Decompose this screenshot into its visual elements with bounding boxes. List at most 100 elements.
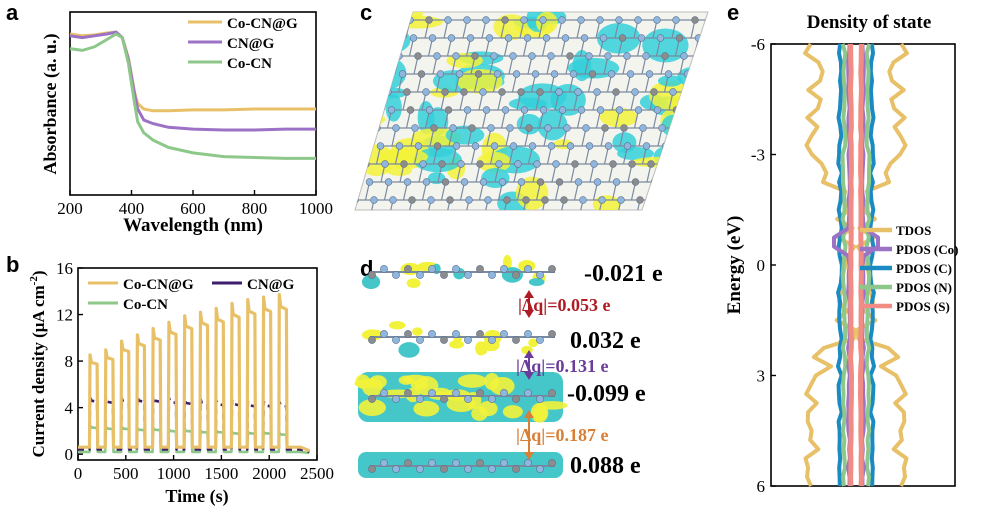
panel-b-ytick-label: 4 xyxy=(65,399,74,418)
atom xyxy=(582,124,590,132)
panel-a-legend: Co-CN@G CN@G Co-CN xyxy=(188,16,298,72)
charge-isosurface-blob xyxy=(355,77,374,91)
panel-b-ytick-label: 12 xyxy=(56,306,73,325)
atom xyxy=(596,106,605,114)
panel-b-xtick-label: 1000 xyxy=(157,464,191,483)
atom xyxy=(503,196,511,204)
atom xyxy=(468,124,476,132)
atom xyxy=(460,178,469,186)
charge-isosurface-blob xyxy=(388,321,406,330)
atom xyxy=(524,330,532,338)
atom xyxy=(580,34,589,42)
atom xyxy=(457,160,465,168)
atom xyxy=(384,88,392,96)
atom xyxy=(653,106,662,114)
atom xyxy=(479,88,487,96)
panel-b-frame xyxy=(77,267,318,461)
atom xyxy=(539,16,547,24)
charge-isosurface-blob xyxy=(657,75,683,87)
layer-2-charge: 0.032 e xyxy=(570,328,641,354)
panel-b-xlabel: Time (s) xyxy=(165,486,228,507)
atom xyxy=(555,88,563,96)
atom xyxy=(517,178,526,186)
atom xyxy=(471,142,480,150)
atom xyxy=(694,34,703,42)
atom xyxy=(552,160,560,168)
panel-e-legend-label: PDOS (Co) xyxy=(896,242,958,257)
atom xyxy=(500,330,508,338)
atom xyxy=(634,16,642,24)
atom xyxy=(615,16,623,24)
panel-a-ylabel: Absorbance (a. u.) xyxy=(40,33,61,174)
atom xyxy=(588,70,597,78)
charge-isosurface-blob xyxy=(536,12,558,34)
dos-curve-right-3 xyxy=(864,43,872,487)
panel-b-legend: Co-CN@G CN@G Co-CN xyxy=(88,277,295,313)
atom xyxy=(548,265,556,273)
atom xyxy=(464,395,472,403)
dos-curve-left-3 xyxy=(840,43,848,487)
atom xyxy=(463,106,472,114)
atom xyxy=(408,196,416,204)
charge-isosurface-blob xyxy=(476,151,511,173)
atom xyxy=(574,178,583,186)
atom xyxy=(512,271,520,279)
panel-b-xtick-label: 500 xyxy=(113,464,139,483)
atom xyxy=(476,330,484,338)
atom xyxy=(490,52,498,60)
charge-isosurface-blob xyxy=(427,172,446,185)
atom xyxy=(536,88,544,96)
charge-isosurface-blob xyxy=(457,68,503,94)
atom xyxy=(465,196,473,204)
charge-isosurface-blob xyxy=(537,110,568,141)
atom xyxy=(509,142,518,150)
atom xyxy=(428,459,436,467)
atom xyxy=(590,160,598,168)
atom xyxy=(398,70,407,78)
atom xyxy=(650,88,658,96)
panel-a-series-1 xyxy=(69,30,316,132)
charge-isosurface-blob xyxy=(406,278,421,289)
layer-3-charge: -0.099 e xyxy=(567,381,646,407)
atom xyxy=(355,196,359,204)
atom xyxy=(365,178,374,186)
atom xyxy=(425,106,434,114)
atom xyxy=(422,88,430,96)
atom xyxy=(440,271,448,279)
panel-a-xtick-label: 600 xyxy=(180,199,206,218)
atom xyxy=(512,336,520,344)
atom xyxy=(647,160,655,168)
panel-b-legend-label: Co-CN@G xyxy=(123,277,194,293)
atom xyxy=(623,52,631,60)
charge-isosurface-blob xyxy=(502,405,523,419)
atom xyxy=(436,70,445,78)
atom xyxy=(536,178,545,186)
atom xyxy=(482,106,491,114)
charge-isosurface-blob xyxy=(530,402,549,423)
atom xyxy=(577,16,585,24)
charge-isosurface-blob xyxy=(413,400,440,417)
charge-isosurface-blob xyxy=(457,374,487,388)
charge-isosurface-blob xyxy=(377,87,408,99)
transfer-1-label: |Δq|=0.053 e xyxy=(518,295,610,315)
charge-isosurface-blob xyxy=(653,145,683,167)
atom xyxy=(485,34,494,42)
atom xyxy=(403,178,412,186)
charge-isosurface-blob xyxy=(528,338,539,348)
atom xyxy=(536,465,544,473)
panel-label-b: b xyxy=(6,252,19,277)
atom xyxy=(604,52,612,60)
atom xyxy=(495,160,503,168)
atom xyxy=(409,34,418,42)
atom xyxy=(395,142,404,150)
layer-4-charge: 0.088 e xyxy=(570,453,641,479)
atom xyxy=(498,88,506,96)
atom xyxy=(416,395,424,403)
atom xyxy=(441,88,449,96)
atom xyxy=(571,160,579,168)
atom xyxy=(380,389,388,397)
atom xyxy=(512,395,520,403)
atom xyxy=(520,106,529,114)
atom xyxy=(428,34,437,42)
atom xyxy=(498,178,507,186)
